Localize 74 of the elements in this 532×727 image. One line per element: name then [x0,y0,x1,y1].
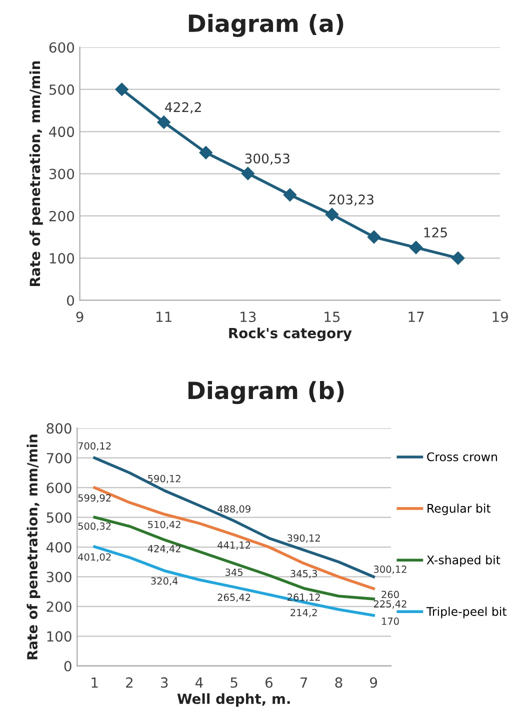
y-tick-label: 300 [46,572,72,582]
y-tick-label: 600 [49,42,74,53]
legend-label: X-shaped bit [426,555,500,567]
y-tick-label: 100 [50,253,74,264]
data-label: 300,53 [245,153,290,165]
data-label: 700,12 [78,442,111,451]
data-label: 214,2 [290,608,317,618]
point [241,166,254,180]
x-tick-label: 19 [492,312,508,322]
x-tick-label: 9 [370,677,378,688]
data-label: 265,42 [218,594,250,602]
y-tick-label: 0 [67,295,74,306]
legend-label: Regular bit [428,504,491,516]
y-tick-label: 800 [46,423,72,434]
legend-label: Triple-peel bit [426,606,507,618]
y-tick-label: 700 [46,452,72,464]
point [199,146,212,160]
x-tick-label: 4 [195,677,203,688]
point [283,188,297,202]
x-tick-label: 3 [160,677,168,688]
point [157,116,170,129]
point [409,240,423,254]
y-tick-label: 500 [50,84,74,95]
data-label: 170 [382,618,399,625]
x-tick-label: 15 [324,312,340,322]
y-tick-label: 400 [49,126,74,138]
y-tick-label: 600 [46,482,72,494]
x-tick-label: 17 [408,312,424,322]
x-tick-label: 1 [92,677,98,688]
y-tick-label: 200 [49,210,74,222]
y-axis-title: Rate of penetration, mm/min [29,61,43,286]
data-label: 590,12 [148,474,180,484]
data-label: 345 [226,568,243,576]
data-label: 390,12 [288,534,320,543]
chart-title: Diagram (a) [188,14,344,37]
legend-label: Cross crown [427,452,497,462]
y-tick-label: 100 [47,631,72,642]
point [115,82,128,96]
point [367,230,381,244]
point [325,208,339,222]
x-axis-title: Well depht, m. [177,693,290,707]
data-label: 599,92 [78,494,111,503]
x-tick-label: 9 [76,312,84,322]
y-axis-title: Rate of penetration, mm/min [26,434,40,660]
y-tick-label: 400 [46,542,72,553]
x-tick-label: 2 [126,677,132,688]
x-tick-label: 6 [266,677,272,688]
data-label: 401,02 [78,553,111,562]
data-label: 260 [382,590,399,598]
data-label: 424,42 [148,545,180,554]
data-label: 488,09 [218,505,250,514]
x-tick-label: 7 [300,677,308,688]
data-label: 441,12 [218,541,250,550]
x-tick-label: 13 [240,312,256,322]
x-tick-label: 5 [230,677,238,688]
data-label: 225,42 [374,600,406,609]
data-label: 320,4 [151,577,178,586]
x-axis-title: Rock's category [229,328,352,342]
data-label: 345,3 [290,570,317,578]
y-tick-label: 300 [49,168,74,180]
data-label: 300,12 [374,566,406,574]
y-tick-label: 0 [64,660,72,672]
data-label: 203,23 [329,194,374,206]
data-label: 422,2 [165,102,201,114]
point [451,251,465,265]
y-tick-label: 200 [46,601,72,612]
data-label: 261,12 [288,594,320,602]
data-label: 510,42 [148,520,180,530]
chart-title: Diagram (b) [188,381,344,404]
x-tick-label: 8 [335,677,342,688]
x-tick-label: 11 [156,312,172,322]
data-label: 125 [424,228,447,238]
y-tick-label: 500 [46,512,72,523]
data-label: 500,32 [78,522,111,531]
